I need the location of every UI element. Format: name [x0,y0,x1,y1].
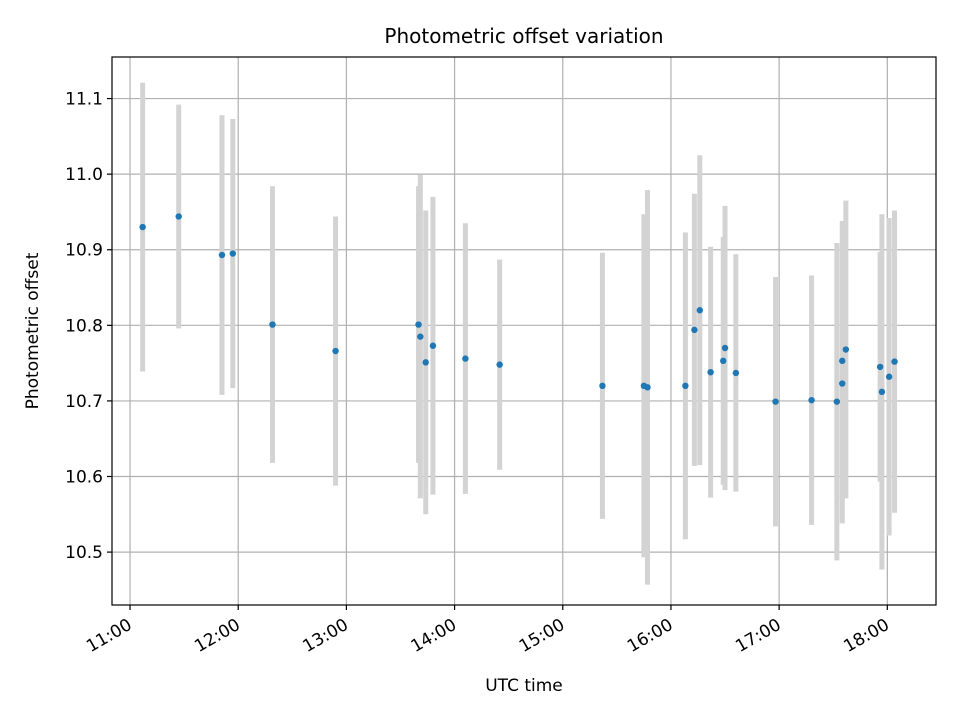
data-point [229,250,237,257]
data-point [496,361,503,368]
data-point [682,382,689,389]
data-points [139,213,898,405]
data-point [599,382,606,389]
data-point [833,398,841,405]
data-point [876,363,884,371]
data-point [772,398,779,405]
y-tick-label: 11.0 [65,165,103,185]
y-tick-label: 10.5 [65,543,103,563]
y-tick-label: 10.6 [65,468,103,488]
data-point [891,358,898,365]
data-point [269,321,276,328]
y-tick-label: 10.7 [65,392,103,412]
data-point [462,355,469,362]
data-point [332,347,339,355]
data-point [415,321,422,328]
data-point [885,373,893,380]
y-tick-label: 11.1 [65,90,103,110]
data-point [429,342,437,349]
data-point [720,357,727,365]
data-point [732,369,740,377]
y-tick-label: 10.8 [65,316,103,336]
data-point [139,223,146,231]
y-axis: 10.5 10.6 10.7 10.8 10.9 11.0 11.1 [65,90,112,563]
data-point [696,307,703,314]
y-tick-label: 10.9 [65,241,103,261]
data-point [839,380,846,387]
plot-frame [111,56,937,606]
y-axis-label: Photometric offset [23,252,43,409]
data-point [808,396,815,404]
data-point [691,326,698,334]
data-point [721,344,729,352]
data-point [644,384,651,391]
data-point [218,251,226,259]
data-point [707,368,714,376]
x-axis-label: UTC time [485,676,563,696]
chart-title: Photometric offset variation [384,24,663,48]
data-point [175,213,182,220]
data-point [842,346,850,353]
grid [112,57,936,605]
data-point [417,333,424,340]
data-point [878,388,886,396]
data-point [422,359,429,366]
data-point [839,357,846,365]
